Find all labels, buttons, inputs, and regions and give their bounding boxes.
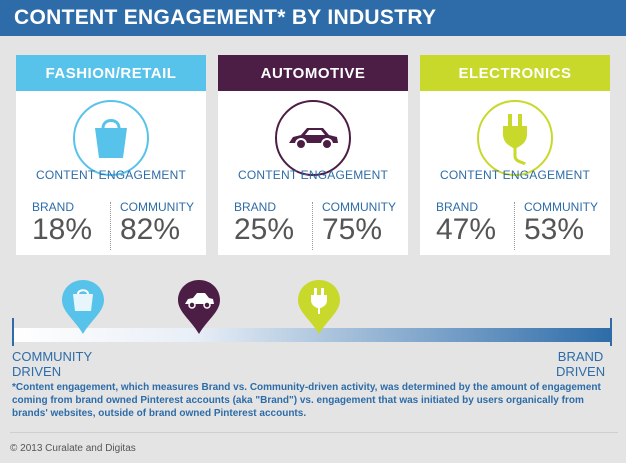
content-engagement-label: CONTENT ENGAGEMENT [35,168,187,182]
brand-stat: BRAND 18% [32,200,112,246]
page-title: CONTENT ENGAGEMENT* BY INDUSTRY [14,6,437,29]
community-value: 75% [322,213,383,246]
community-label: COMMUNITY [120,200,194,214]
automotive-map-pin-icon [178,280,220,334]
brand-driven-label: BRAND DRIVEN [556,349,605,379]
panel-title: ELECTRONICS [420,55,610,91]
panel-automotive: AUTOMOTIVE CONTENT ENGAGEMENT BRAND 25% … [218,55,408,255]
panel-title: AUTOMOTIVE [218,55,408,91]
shopping-bag-icon [73,100,149,176]
fashion-map-pin-icon [62,280,104,334]
content-engagement-label: CONTENT ENGAGEMENT [237,168,389,182]
scale-right-tick [610,318,612,346]
brand-value: 47% [436,213,497,246]
header-banner: CONTENT ENGAGEMENT* BY INDUSTRY [0,0,626,36]
community-driven-label: COMMUNITY DRIVEN [12,349,92,379]
car-icon [275,100,351,176]
community-driven-line-2: DRIVEN [12,364,62,379]
copyright: © 2013 Curalate and Digitas [10,432,618,454]
community-stat: COMMUNITY 53% [524,200,604,246]
footnote: *Content engagement, which measures Bran… [12,382,601,419]
stat-divider [514,202,515,250]
brand-stat: BRAND 25% [234,200,314,246]
panel-title: FASHION/RETAIL [16,55,206,91]
brand-label: BRAND [234,200,277,214]
community-brand-scale-bar [12,328,612,342]
brand-driven-line-2: DRIVEN [556,364,606,379]
content-engagement-label: CONTENT ENGAGEMENT [439,168,591,182]
community-value: 53% [524,213,585,246]
stat-divider [110,202,111,250]
community-driven-line-1: COMMUNITY [12,349,93,364]
community-label: COMMUNITY [322,200,396,214]
community-stat: COMMUNITY 82% [120,200,200,246]
stat-divider [312,202,313,250]
brand-value: 25% [234,213,295,246]
scale-left-tick [12,318,14,346]
plug-icon [477,100,553,176]
brand-value: 18% [32,213,93,246]
community-stat: COMMUNITY 75% [322,200,402,246]
panel-electronics: ELECTRONICS CONTENT ENGAGEMENT BRAND 47%… [420,55,610,255]
brand-label: BRAND [436,200,479,214]
brand-stat: BRAND 47% [436,200,516,246]
community-value: 82% [120,213,181,246]
panel-fashion-retail: FASHION/RETAIL CONTENT ENGAGEMENT BRAND … [16,55,206,255]
brand-driven-line-1: BRAND [557,349,604,364]
community-label: COMMUNITY [524,200,598,214]
electronics-map-pin-icon [298,280,340,334]
brand-label: BRAND [32,200,75,214]
